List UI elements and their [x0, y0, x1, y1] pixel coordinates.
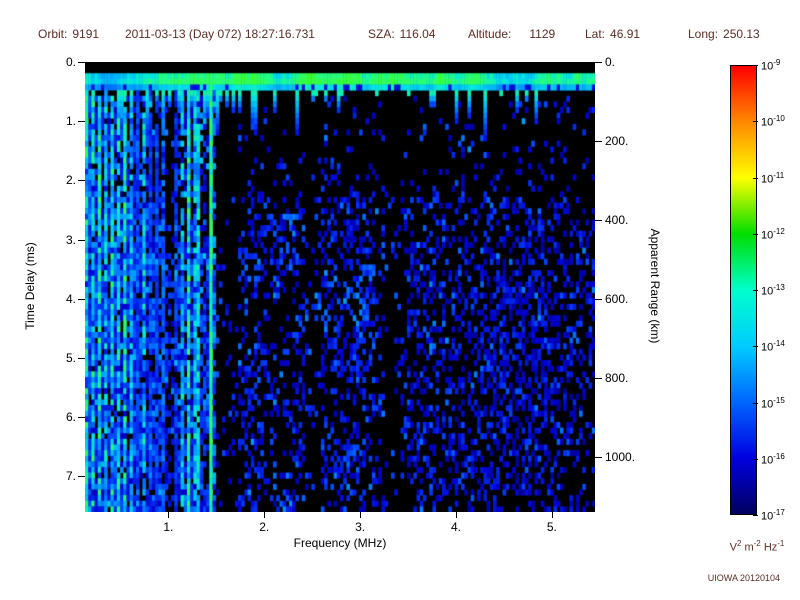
header-bar: Orbit: 9191 2011-03-13 (Day 072) 18:27:16…: [0, 27, 800, 43]
colorbar-tick-label: 10-13: [761, 283, 785, 298]
colorbar-tick-label: 10-12: [761, 226, 785, 242]
colorbar-tick-label: 10-10: [761, 114, 785, 129]
altitude-value: 1129: [529, 27, 556, 41]
range-tick-mark: [595, 377, 602, 379]
spectrogram-canvas: [85, 62, 595, 512]
colorbar-gradient: [731, 66, 756, 514]
orbit-field: Orbit: 9191: [38, 27, 99, 41]
colorbar-tick-mark: [753, 65, 758, 66]
colorbar-tick-mark: [753, 233, 758, 235]
x-tick-mark: [168, 512, 170, 518]
range-tick-mark: [595, 456, 602, 458]
colorbar-tick-mark: [753, 346, 758, 348]
y-tick-label: 6.: [65, 410, 76, 425]
range-tick-label: 400.: [605, 212, 629, 227]
y-tick-label: 7.: [65, 469, 76, 484]
long-field: Long: 250.13: [688, 27, 760, 41]
y-tick-mark: [78, 358, 85, 360]
y2-axis-title: Apparent Range (km): [648, 228, 662, 344]
y-tick-label: 5.: [65, 351, 76, 366]
datetime-text: 2011-03-13 (Day 072) 18:27:16.731: [125, 27, 315, 41]
y-tick-mark: [78, 298, 85, 300]
range-tick-label: 600.: [605, 291, 629, 306]
colorbar-tick-mark: [753, 290, 758, 291]
range-tick-label: 800.: [605, 370, 629, 385]
x-tick-mark: [360, 512, 362, 518]
colorbar-tick-label: 10-17: [761, 508, 785, 523]
y-tick-mark: [78, 417, 85, 419]
y-tick-label: 3.: [65, 232, 76, 247]
orbit-value: 9191: [72, 27, 100, 41]
y-tick-mark: [78, 62, 85, 63]
range-tick-mark: [595, 298, 602, 300]
x-tick-label: 4.: [450, 520, 461, 534]
y-tick-mark: [78, 476, 85, 478]
altitude-label: Altitude:: [468, 27, 512, 41]
x-tick-label: 1.: [163, 520, 174, 534]
long-value: 250.13: [723, 27, 760, 41]
colorbar-units: V2 m-2 Hz-1: [729, 539, 785, 554]
x-tick-label: 5.: [546, 520, 557, 534]
lat-label: Lat:: [585, 27, 606, 41]
range-tick-label: 200.: [605, 133, 629, 148]
y-tick-mark: [78, 121, 85, 123]
colorbar-tick-mark: [753, 515, 758, 516]
x-axis-title: Frequency (MHz): [293, 536, 387, 550]
y-tick-label: 4.: [65, 291, 76, 306]
x-tick-mark: [264, 512, 266, 518]
range-tick-mark: [595, 219, 602, 221]
colorbar-tick-label: 10-15: [761, 395, 785, 411]
altitude-field: Altitude: 1129: [468, 27, 555, 41]
range-tick-label: 0.: [605, 55, 616, 69]
colorbar-tick-label: 10-9: [761, 58, 781, 73]
colorbar-tick-mark: [753, 458, 758, 460]
y-axis-title: Time Delay (ms): [23, 242, 37, 330]
x-tick-label: 2.: [259, 520, 270, 534]
y-tick-label: 0.: [65, 55, 76, 69]
long-label: Long:: [688, 27, 719, 41]
y-tick-label: 1.: [65, 114, 76, 129]
x-tick-mark: [455, 512, 457, 518]
x-tick-mark: [551, 512, 553, 518]
footer-credit: UIOWA 20120104: [707, 573, 780, 583]
lat-value: 46.91: [610, 27, 641, 41]
colorbar-tick-label: 10-11: [761, 170, 785, 186]
lat-field: Lat: 46.91: [585, 27, 640, 41]
sza-label: SZA:: [368, 27, 395, 41]
colorbar-tick-mark: [753, 177, 758, 179]
range-tick-mark: [595, 140, 602, 142]
range-tick-mark: [595, 62, 602, 63]
colorbar-tick-label: 10-14: [761, 339, 785, 354]
x-tick-label: 3.: [355, 520, 366, 534]
orbit-label: Orbit:: [38, 27, 68, 41]
colorbar-tick-mark: [753, 121, 758, 123]
sza-value: 116.04: [399, 27, 436, 41]
range-tick-label: 1000.: [605, 449, 636, 464]
sza-field: SZA: 116.04: [368, 27, 435, 41]
colorbar-tick-label: 10-16: [761, 451, 785, 467]
y-tick-mark: [78, 239, 85, 241]
y-tick-label: 2.: [65, 173, 76, 188]
y-tick-mark: [78, 180, 85, 182]
colorbar-tick-mark: [753, 402, 758, 404]
